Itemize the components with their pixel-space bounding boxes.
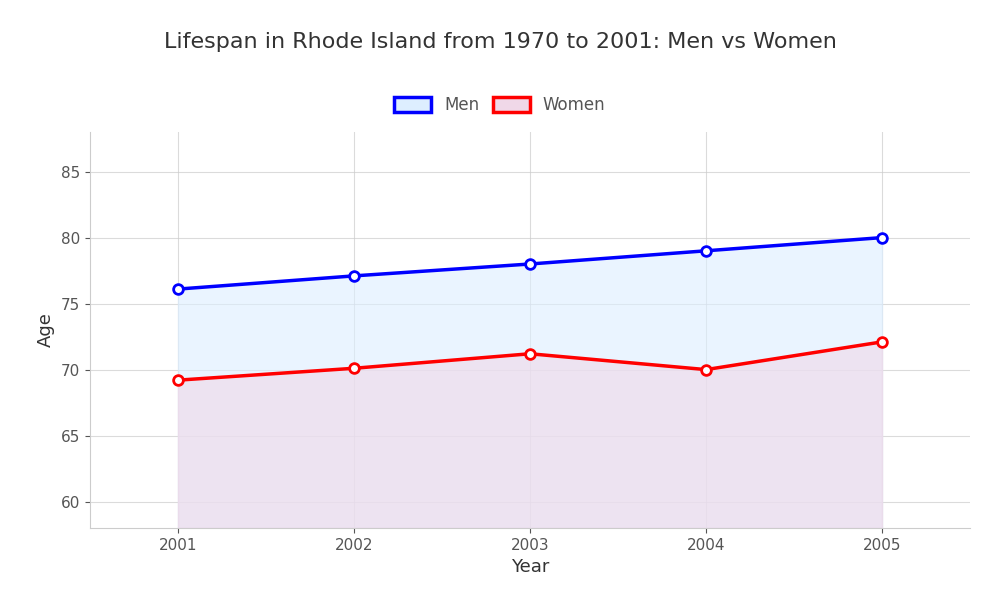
X-axis label: Year: Year xyxy=(511,558,549,576)
Legend: Men, Women: Men, Women xyxy=(388,89,612,121)
Text: Lifespan in Rhode Island from 1970 to 2001: Men vs Women: Lifespan in Rhode Island from 1970 to 20… xyxy=(164,32,836,52)
Y-axis label: Age: Age xyxy=(37,313,55,347)
